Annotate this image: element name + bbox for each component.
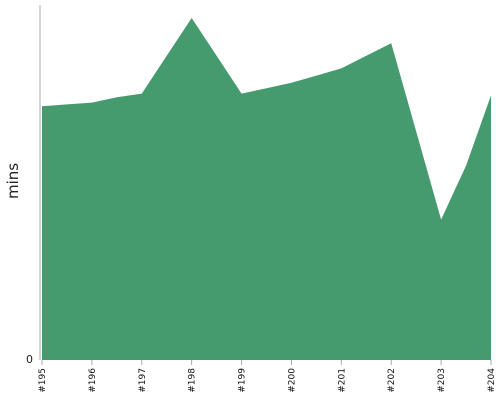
x-tick-label: #198 [188, 368, 198, 393]
y-tick-label: 0 [26, 353, 33, 366]
y-axis-label: mins [4, 163, 22, 199]
x-tick-label: #201 [337, 368, 347, 393]
x-axis-ticks: #195 #196 #197 #198 #199 #200 #201 #202 #203 #204 [38, 360, 497, 393]
x-tick-label: #204 [487, 368, 497, 393]
x-tick-label: #200 [287, 368, 297, 393]
series-area [42, 18, 491, 360]
x-tick-label: #199 [238, 368, 248, 393]
x-tick-label: #202 [387, 368, 397, 393]
x-tick-label: #197 [138, 368, 148, 393]
x-tick-label: #196 [88, 368, 98, 393]
x-tick-label: #203 [437, 368, 447, 393]
x-tick-label: #195 [38, 368, 48, 393]
y-axis-ticks: 0 [26, 353, 33, 366]
